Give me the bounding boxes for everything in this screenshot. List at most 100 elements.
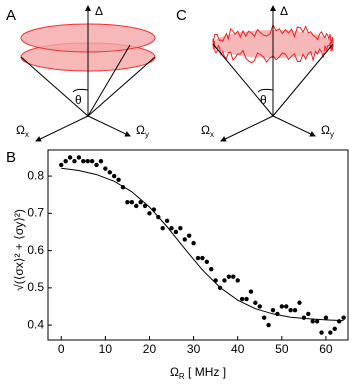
x-tick-label: 60: [319, 342, 333, 356]
data-point: [231, 274, 236, 279]
data-point: [182, 237, 187, 242]
data-point: [284, 304, 289, 309]
cone-edge: [87, 56, 156, 117]
data-point: [76, 155, 82, 160]
data-point: [134, 203, 139, 209]
data-point: [94, 162, 99, 168]
y-label: Ωy: [136, 123, 149, 139]
y-tick-label: 0.8: [27, 168, 44, 182]
data-point: [98, 158, 104, 164]
data-point: [336, 319, 342, 324]
data-point: [239, 296, 245, 302]
panel-label: C: [176, 7, 187, 24]
cone-edge: [272, 43, 334, 117]
data-point: [72, 158, 77, 164]
data-point: [129, 199, 135, 205]
data-point: [248, 289, 254, 294]
data-point: [173, 229, 179, 235]
x-tick-label: 40: [231, 342, 245, 356]
data-point: [332, 326, 337, 332]
data-point: [323, 315, 329, 320]
data-point: [116, 177, 121, 183]
data-point: [107, 170, 112, 175]
cone-edge: [20, 56, 89, 117]
y-axis-title: √(⟨σx⟩² + ⟨σy⟩²): [12, 209, 26, 291]
data-point: [261, 315, 267, 320]
panel-label: B: [6, 149, 16, 166]
data-point: [169, 226, 174, 231]
diagram-a: A Δ θ Ωx Ωy: [6, 4, 156, 142]
x-axis: [220, 115, 274, 142]
x-tick-label: 30: [187, 342, 201, 356]
data-point: [186, 233, 192, 238]
data-point: [266, 322, 271, 328]
y-axis: [272, 115, 316, 137]
data-point: [310, 319, 315, 324]
data-point: [59, 162, 64, 168]
diagram-c: C Δ θ Ωx Ωy: [176, 4, 334, 142]
angle-arc: [257, 88, 274, 93]
y-tick-label: 0.7: [27, 206, 44, 220]
plot-frame: [47, 149, 349, 341]
y-tick-label: 0.4: [27, 317, 44, 331]
data-point: [103, 166, 108, 171]
y-axis: [87, 115, 131, 137]
data-point: [226, 274, 232, 279]
y-tick-label: 0.5: [27, 280, 44, 294]
data-point: [292, 307, 298, 313]
data-point: [138, 199, 143, 205]
data-point: [235, 278, 240, 283]
data-point: [85, 158, 90, 164]
data-point: [314, 319, 320, 324]
data-point: [67, 155, 73, 160]
data-point: [328, 330, 333, 335]
data-point: [288, 307, 293, 313]
noisy-ring: [212, 23, 334, 64]
angle-arc: [72, 88, 89, 93]
data-point: [111, 173, 117, 179]
data-point: [164, 218, 170, 223]
y-label: Ωy: [321, 123, 334, 139]
data-point: [297, 300, 302, 305]
z-label: Δ: [280, 4, 288, 18]
cone-line: [87, 44, 131, 117]
data-point: [301, 315, 307, 320]
data-point: [222, 278, 227, 283]
y-tick-label: 0.6: [27, 243, 44, 257]
x-tick-label: 0: [58, 342, 65, 356]
panel-label: A: [6, 7, 16, 24]
data-point: [204, 259, 210, 264]
data-point: [63, 158, 68, 164]
data-point: [195, 255, 201, 261]
x-axis: [35, 115, 89, 142]
data-point: [209, 267, 214, 272]
data-point: [244, 296, 249, 302]
data-point: [306, 311, 311, 317]
data-point: [253, 300, 258, 305]
x-label: Ωx: [201, 123, 214, 139]
fit-line: [61, 167, 344, 322]
data-point: [200, 255, 205, 261]
data-point: [257, 304, 262, 309]
x-tick-label: 50: [275, 342, 289, 356]
cone-edge: [212, 43, 274, 117]
data-point: [341, 315, 346, 320]
data-point: [270, 307, 276, 313]
x-tick-label: 10: [99, 342, 113, 356]
data-point: [178, 226, 183, 231]
angle-label: θ: [260, 93, 267, 107]
x-tick-label: 20: [143, 342, 157, 356]
x-axis-title: ΩR [ MHz ]: [170, 365, 226, 381]
data-point: [89, 158, 95, 164]
data-point: [319, 330, 324, 335]
angle-label: θ: [75, 93, 82, 107]
x-label: Ωx: [16, 123, 29, 139]
data-point: [81, 158, 86, 164]
data-point: [191, 240, 196, 246]
data-point: [160, 226, 165, 231]
data-point: [125, 199, 130, 205]
data-point: [147, 211, 152, 216]
z-label: Δ: [95, 4, 103, 18]
data-point: [279, 304, 285, 309]
